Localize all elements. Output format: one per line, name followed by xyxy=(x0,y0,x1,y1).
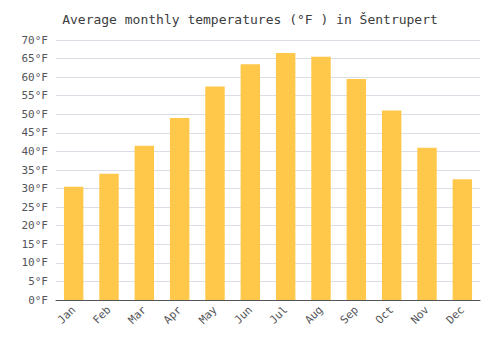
svg-text:45°F: 45°F xyxy=(22,126,49,139)
svg-text:60°F: 60°F xyxy=(22,71,49,84)
svg-text:Sep: Sep xyxy=(338,303,361,326)
svg-text:65°F: 65°F xyxy=(22,52,49,65)
svg-text:Dec: Dec xyxy=(444,303,467,326)
svg-text:Apr: Apr xyxy=(161,303,184,326)
svg-text:55°F: 55°F xyxy=(22,89,49,102)
svg-text:Average monthly temperatures (: Average monthly temperatures (°F ) in Še… xyxy=(62,12,438,27)
svg-text:20°F: 20°F xyxy=(22,219,49,232)
svg-text:25°F: 25°F xyxy=(22,201,49,214)
svg-text:10°F: 10°F xyxy=(22,256,49,269)
svg-text:Mar: Mar xyxy=(126,303,149,326)
svg-text:Jun: Jun xyxy=(232,303,255,326)
svg-text:35°F: 35°F xyxy=(22,164,49,177)
svg-text:Aug: Aug xyxy=(302,303,325,326)
svg-text:40°F: 40°F xyxy=(22,145,49,158)
svg-text:Jul: Jul xyxy=(267,303,290,326)
svg-text:30°F: 30°F xyxy=(22,182,49,195)
svg-text:15°F: 15°F xyxy=(22,238,49,251)
svg-text:70°F: 70°F xyxy=(22,34,49,47)
svg-text:Nov: Nov xyxy=(408,303,431,326)
svg-text:Oct: Oct xyxy=(373,303,396,326)
svg-text:50°F: 50°F xyxy=(22,108,49,121)
svg-text:May: May xyxy=(196,303,219,326)
svg-text:Feb: Feb xyxy=(90,303,113,326)
svg-text:Jan: Jan xyxy=(55,303,78,326)
svg-text:5°F: 5°F xyxy=(28,275,48,288)
svg-text:0°F: 0°F xyxy=(28,294,48,307)
